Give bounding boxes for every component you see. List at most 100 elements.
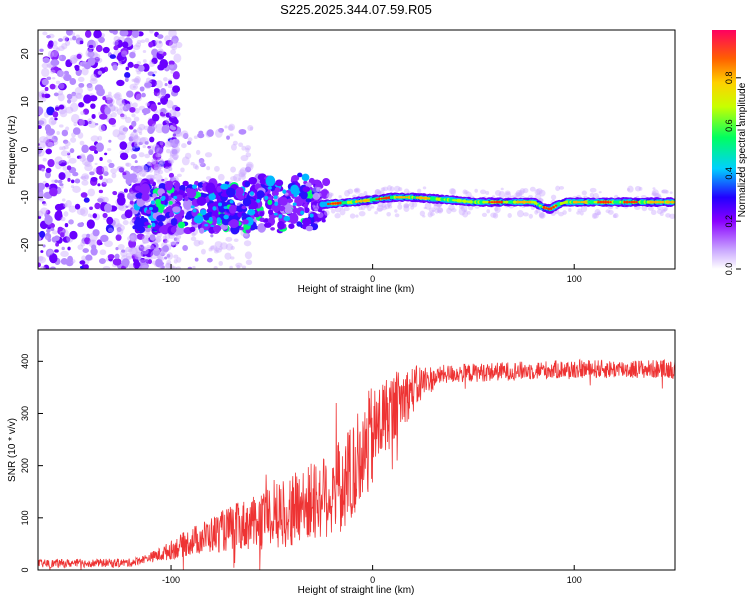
spectrogram-cell: [364, 199, 368, 202]
spectrogram-cell: [517, 210, 524, 218]
spectrogram-cell: [277, 196, 286, 206]
spectrogram-cell: [504, 190, 511, 196]
spectrogram-cell: [339, 201, 342, 205]
spectrogram-cell: [143, 125, 150, 131]
spectrogram-cell: [494, 205, 501, 214]
spectrogram-cell: [56, 70, 64, 78]
spectrogram-cell: [60, 250, 69, 257]
spectrogram-cell: [177, 221, 186, 229]
spectrogram-cell: [575, 200, 578, 204]
spectrogram-cell: [68, 157, 77, 164]
spectrogram-cell: [81, 173, 90, 181]
spectrogram-cell: [434, 208, 440, 214]
spectrogram-cell: [462, 189, 468, 195]
spectrogram-cell: [145, 209, 152, 214]
spectrogram-cell: [184, 214, 193, 220]
spectrogram-cell: [71, 113, 80, 124]
spectrogram-cell: [169, 63, 174, 69]
spectrogram-cell: [80, 176, 84, 179]
spectrogram-cell: [241, 212, 247, 217]
spectrogram-cell: [216, 217, 221, 222]
spectrogram-cell: [119, 152, 129, 160]
spectrogram-cell: [190, 205, 195, 209]
x-tick-label: 100: [567, 274, 582, 284]
spectrogram-cell: [95, 165, 105, 175]
spectrogram-cell: [116, 228, 124, 236]
spectrogram-x-label: Height of straight line (km): [298, 284, 415, 295]
spectrogram-cell: [58, 38, 63, 42]
spectrogram-cell: [101, 196, 109, 203]
spectrogram-cell: [135, 93, 143, 102]
spectrogram-cell: [481, 212, 488, 217]
spectrogram-cell: [145, 77, 151, 84]
spectrogram-cell: [240, 154, 249, 162]
spectrogram-cell: [433, 204, 441, 210]
spectrogram-cell: [76, 53, 82, 59]
spectrogram-cell: [86, 154, 94, 163]
spectrogram-cell: [139, 137, 146, 143]
spectrogram-cell: [623, 200, 626, 204]
spectrogram-cell: [385, 196, 388, 200]
spectrogram-cell: [71, 91, 77, 97]
spectrogram-cell: [147, 145, 151, 149]
spectrogram-cell: [139, 86, 145, 92]
spectrogram-cell: [76, 40, 81, 45]
spectrogram-cell: [239, 167, 248, 176]
spectrogram-cell: [230, 245, 235, 251]
spectrogram-cell: [42, 244, 46, 248]
spectrogram-cell: [165, 93, 171, 99]
spectrogram-cell: [81, 144, 89, 154]
snr-y-axis: 0 100 200 300 400: [20, 354, 43, 573]
spectrogram-cell: [230, 143, 237, 151]
spectrogram-cell: [141, 107, 151, 115]
spectrogram-cell: [132, 165, 141, 173]
spectrogram-cell: [273, 195, 278, 200]
spectrogram-cell: [382, 197, 386, 200]
spectrogram-cell: [135, 252, 142, 258]
spectrogram-cell: [339, 206, 344, 210]
spectrogram-cell: [148, 207, 153, 211]
spectrogram-cell: [405, 196, 408, 199]
spectrogram-cell: [218, 202, 223, 207]
spectrogram-cell: [45, 141, 54, 149]
spectrogram-cell: [39, 117, 47, 127]
spectrogram-cell: [247, 124, 254, 131]
spectrogram-cell: [149, 234, 156, 241]
spectrogram-cell: [156, 157, 164, 164]
spectrogram-cell: [120, 113, 125, 118]
spectrogram-cell: [130, 235, 134, 238]
spectrogram-cell: [160, 144, 164, 148]
spectrogram-cell: [206, 166, 211, 171]
spectrogram-cell: [628, 200, 631, 204]
spectrogram-cell: [164, 233, 171, 240]
spectrogram-cell: [125, 103, 131, 109]
spectrogram-cell: [662, 209, 666, 212]
spectrogram-cell: [515, 190, 522, 197]
spectrogram-cell: [312, 186, 320, 193]
spectrogram-cell: [144, 169, 149, 174]
spectrogram-cell: [175, 237, 179, 242]
spectrogram-cell: [135, 245, 143, 254]
spectrogram-cell: [90, 214, 94, 219]
spectrogram-cell: [171, 148, 180, 155]
spectrogram-cell: [122, 127, 129, 132]
spectrogram-cell: [87, 188, 96, 197]
spectrogram-cell: [191, 232, 196, 237]
spectrogram-cell: [92, 40, 99, 47]
spectrogram-cell: [80, 192, 88, 198]
spectrogram-cell: [78, 118, 86, 127]
spectrogram-cell: [428, 207, 436, 213]
spectrogram-cell: [64, 141, 71, 147]
spectrogram-cell: [486, 209, 491, 214]
spectrogram-cell: [126, 235, 136, 242]
spectrogram-cell: [581, 190, 587, 196]
spectrogram-cell: [152, 152, 162, 161]
spectrogram-cell: [48, 40, 54, 48]
spectrogram-cell: [157, 221, 164, 227]
spectrogram-cell: [94, 84, 104, 92]
spectrogram-cell: [54, 179, 59, 184]
spectrogram-cell: [670, 200, 674, 204]
spectrogram-cell: [136, 127, 143, 134]
spectrogram-cell: [579, 211, 584, 216]
spectrogram-cell: [355, 214, 359, 218]
